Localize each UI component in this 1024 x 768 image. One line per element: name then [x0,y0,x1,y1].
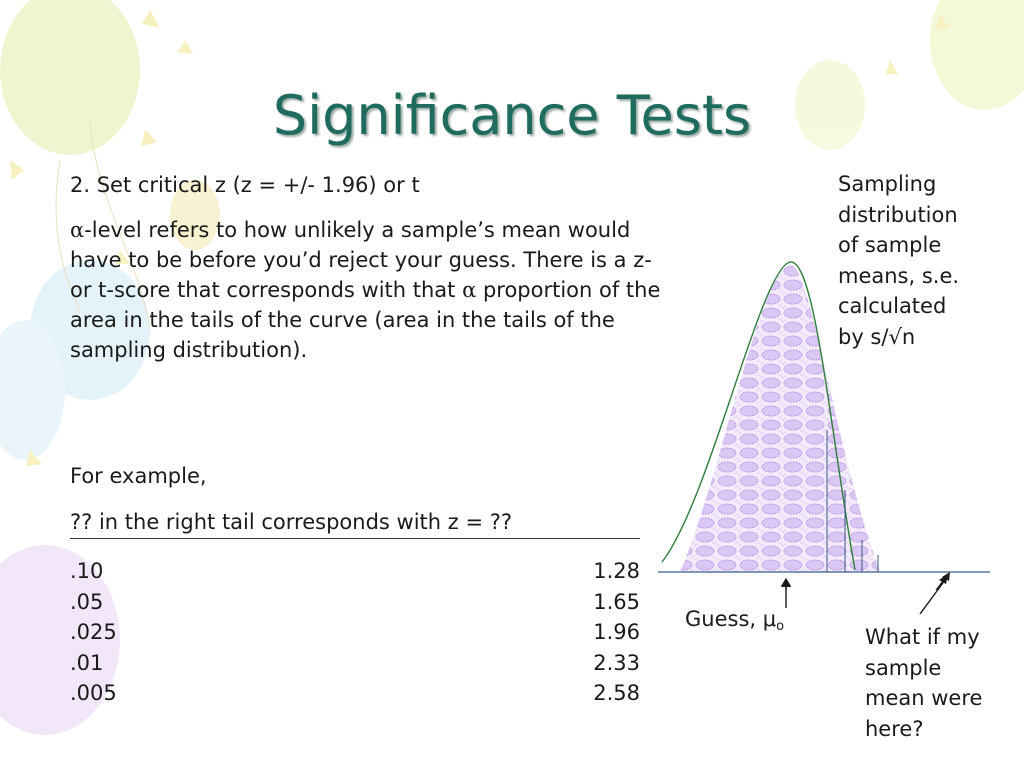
question-arrow [935,576,947,590]
paragraph-part-1: -level refers to how unlikely a sample’s… [70,218,652,302]
question-label: What if my sample mean were here? [865,625,983,741]
question-arrow-icon [919,572,950,614]
intro-line: 2. Set critical z (z = +/- 1.96) or t [70,173,420,197]
sampling-distribution-label: Sampling distribution of sample means, s… [838,172,960,349]
tail-value: .025 [70,620,117,644]
normal-curve [661,261,856,571]
z-value: 1.96 [593,620,640,644]
table-row: .025 1.96 [70,617,640,648]
tail-value: .005 [70,681,117,705]
guess-label: Guess, μo [685,607,785,634]
table-divider [70,538,640,539]
tail-z-table: .10 1.28 .05 1.65 .025 1.96 .01 2.33 .005 2.58 [70,556,640,709]
curve-fill [680,264,880,572]
table-row: .10 1.28 [70,556,640,587]
table-row: .01 2.33 [70,648,640,679]
paragraph-part-2: proportion of the area in the tails of t… [70,278,661,362]
alpha-paragraph: α-level refers to how unlikely a sample’… [70,215,670,365]
table-row: .05 1.65 [70,587,640,618]
alpha-symbol: α [462,278,477,302]
z-value: 2.58 [593,681,640,705]
slide-title: Significance Tests [272,84,752,147]
tail-value: .05 [70,589,104,614]
tail-value: .01 [70,650,104,675]
guess-arrow-icon [781,578,791,608]
z-value: 1.28 [593,559,640,583]
tail-value: .10 [70,559,104,583]
table-row: .005 2.58 [70,678,640,709]
alpha-symbol: α [70,218,85,242]
z-value: 1.65 [593,589,640,614]
z-value: 2.33 [593,650,640,675]
example-label: For example, [70,464,207,488]
table-header: ?? in the right tail corresponds with z … [70,510,513,534]
